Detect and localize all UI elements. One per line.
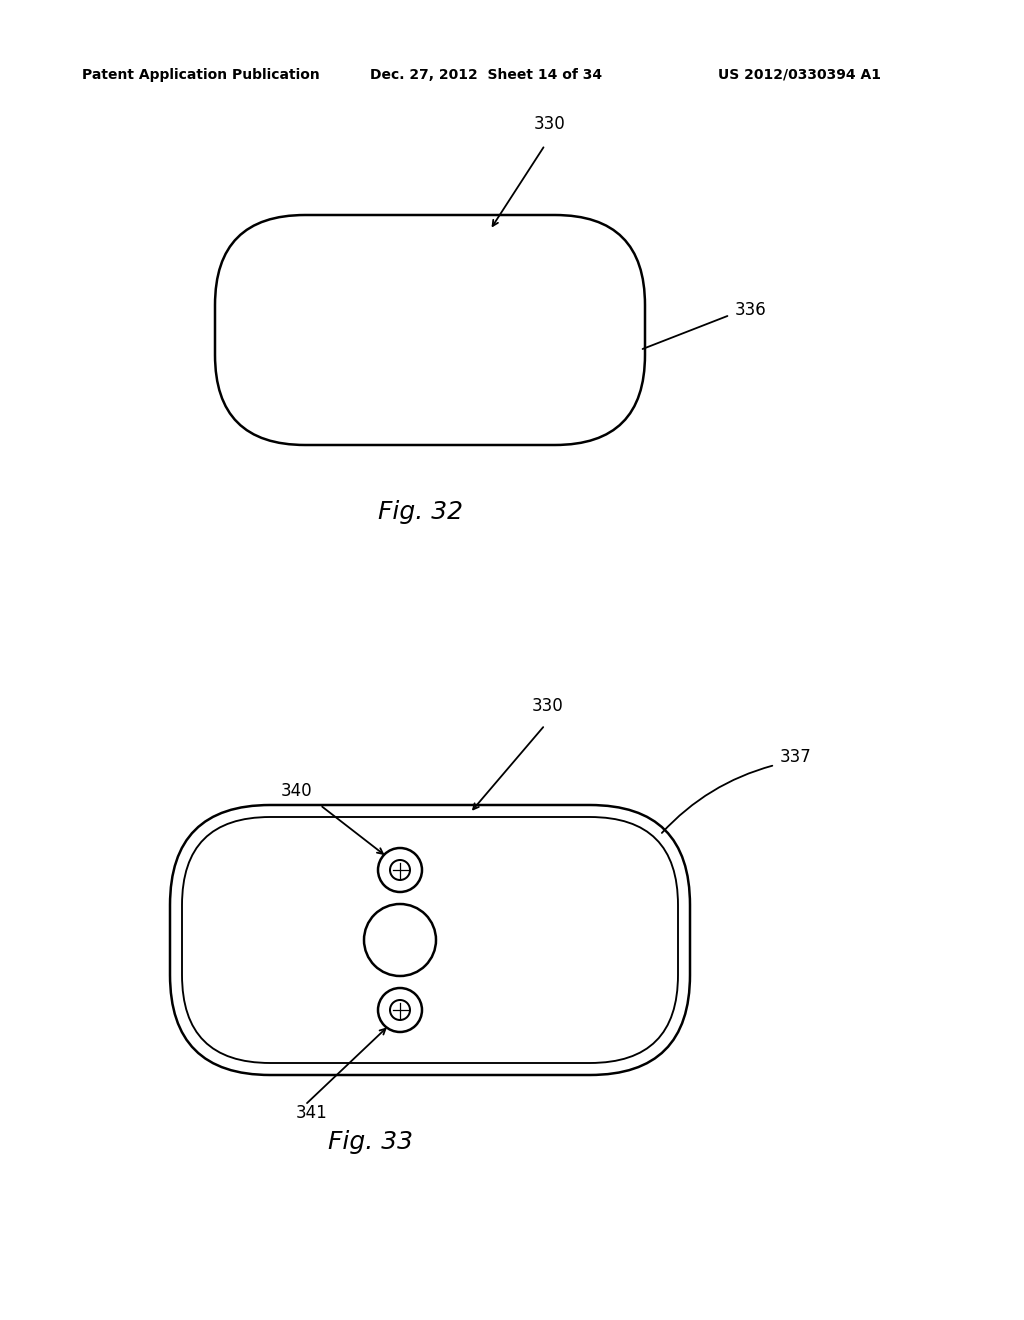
Text: Dec. 27, 2012  Sheet 14 of 34: Dec. 27, 2012 Sheet 14 of 34 [370, 69, 602, 82]
Text: Patent Application Publication: Patent Application Publication [82, 69, 319, 82]
FancyBboxPatch shape [215, 215, 645, 445]
Text: 337: 337 [780, 748, 812, 766]
Text: Fig. 33: Fig. 33 [328, 1130, 413, 1154]
Text: 330: 330 [535, 115, 566, 133]
Text: US 2012/0330394 A1: US 2012/0330394 A1 [718, 69, 881, 82]
Text: 330: 330 [532, 697, 564, 715]
FancyBboxPatch shape [170, 805, 690, 1074]
Text: 341: 341 [296, 1104, 328, 1122]
Text: 336: 336 [735, 301, 767, 319]
Text: Fig. 32: Fig. 32 [378, 500, 463, 524]
Text: 340: 340 [281, 781, 312, 800]
FancyBboxPatch shape [182, 817, 678, 1063]
